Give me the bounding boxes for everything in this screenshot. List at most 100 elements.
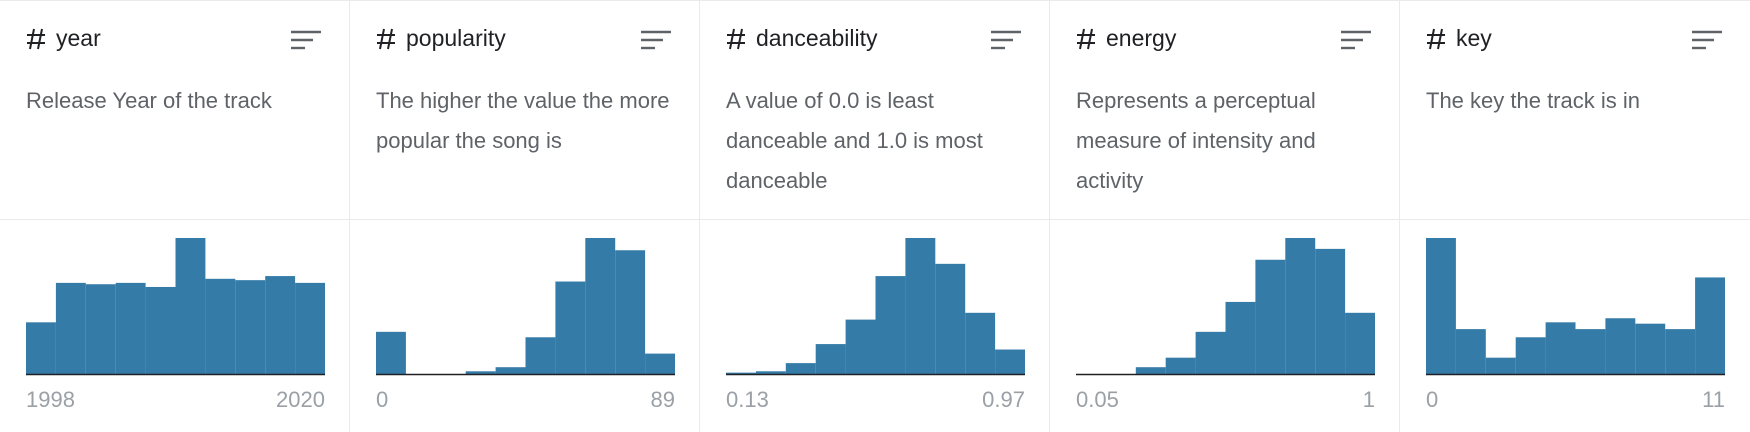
column-header: danceability A value of 0.0 is least danc… [700, 1, 1049, 220]
column-header: year Release Year of the track [0, 1, 349, 220]
column: key The key the track is in 0 11 [1400, 1, 1750, 432]
column-name: energy [1106, 25, 1177, 51]
column-header: key The key the track is in [1400, 1, 1750, 220]
histogram-bar [1545, 322, 1576, 374]
histogram-bar [235, 280, 266, 374]
numeric-type-icon [727, 28, 745, 50]
histogram-bar [555, 281, 586, 374]
min-label: 0 [376, 387, 388, 412]
histogram: 0 89 [376, 238, 675, 412]
icon-stroke [1437, 28, 1443, 50]
max-label: 2020 [276, 387, 325, 412]
histogram-bar [495, 367, 526, 374]
histogram-bar [115, 282, 146, 374]
histogram-bar [145, 286, 176, 374]
numeric-type-icon [1427, 28, 1445, 50]
histogram-bar [1515, 337, 1546, 374]
histogram-bar [965, 312, 996, 374]
column-header: energy Represents a perceptual measure of… [1050, 1, 1399, 220]
histogram-bar [1345, 312, 1375, 374]
histogram: 0 11 [1426, 238, 1725, 412]
histogram-bar [265, 276, 296, 374]
icon-stroke [387, 28, 393, 50]
histogram-bar [785, 363, 816, 374]
column-name: danceability [756, 25, 878, 51]
histogram-bar [1195, 331, 1226, 374]
icon-stroke [1087, 28, 1093, 50]
column: popularity The higher the value the more … [350, 1, 700, 432]
histogram-bar [525, 337, 556, 374]
min-label: 0 [1426, 387, 1438, 412]
histogram-bar [1695, 277, 1725, 374]
histogram-bar [1455, 329, 1486, 374]
histogram-bar [615, 250, 646, 374]
column-name: popularity [406, 25, 506, 51]
max-label: 11 [1702, 387, 1725, 412]
max-label: 89 [651, 387, 675, 412]
histogram-bar [295, 282, 325, 374]
histogram-bar [26, 322, 56, 374]
histogram-bar [815, 344, 846, 374]
column-header: popularity The higher the value the more … [350, 1, 699, 220]
histogram-bar [645, 353, 675, 374]
numeric-type-icon [27, 28, 45, 50]
column-name: key [1456, 25, 1492, 51]
max-label: 0.97 [982, 387, 1025, 412]
histogram-bar [995, 349, 1025, 374]
icon-stroke [379, 28, 385, 50]
icon-stroke [729, 28, 735, 50]
column: danceability A value of 0.0 is least danc… [700, 1, 1050, 432]
histogram-bar [726, 372, 756, 374]
histogram-bar [935, 263, 966, 374]
histogram-bar [205, 278, 236, 374]
histogram-bar [585, 238, 616, 374]
histogram-bar [376, 331, 406, 374]
column-description: Release Year of the track [26, 88, 272, 113]
histogram-bar [55, 282, 86, 374]
min-label: 1998 [26, 387, 75, 412]
sort-button[interactable] [641, 30, 671, 50]
histogram-bar [175, 238, 206, 374]
column-description: The key the track is in [1426, 88, 1640, 113]
icon-stroke [737, 28, 743, 50]
column-description: A value of 0.0 is least danceable and 1.… [726, 88, 983, 193]
histogram-bar [1135, 367, 1166, 374]
histogram-bar [1485, 357, 1516, 374]
column-description: The higher the value the more popular th… [376, 88, 670, 153]
column: year Release Year of the track 1998 2020 [0, 1, 350, 432]
histogram-bar [1665, 329, 1696, 374]
histogram-bar [1315, 248, 1346, 374]
icon-stroke [1079, 28, 1085, 50]
histogram-bar [1255, 259, 1286, 374]
histogram-bar [1426, 238, 1456, 374]
sort-button[interactable] [1692, 30, 1722, 50]
histogram-bar [1285, 238, 1316, 374]
sort-button[interactable] [291, 30, 321, 50]
histogram-bar [755, 371, 786, 374]
histogram-bar [1165, 357, 1196, 374]
histogram-bar [85, 284, 116, 374]
histogram-bar [1575, 329, 1606, 374]
icon-stroke [1429, 28, 1435, 50]
numeric-type-icon [1077, 28, 1095, 50]
histogram: 0.05 1 [1076, 238, 1375, 412]
min-label: 0.05 [1076, 387, 1119, 412]
histogram: 0.13 0.97 [726, 238, 1025, 412]
column-name: year [56, 25, 101, 51]
histogram-bar [465, 371, 496, 374]
icon-stroke [29, 28, 35, 50]
column-description: Represents a perceptual measure of inten… [1076, 88, 1316, 193]
histogram: 1998 2020 [26, 238, 325, 412]
histogram-bar [1635, 323, 1666, 374]
sort-button[interactable] [991, 30, 1021, 50]
min-label: 0.13 [726, 387, 769, 412]
histogram-bar [1225, 301, 1256, 374]
sort-button[interactable] [1341, 30, 1371, 50]
histogram-bar [1605, 318, 1636, 374]
max-label: 1 [1363, 387, 1375, 412]
histogram-bar [875, 276, 906, 374]
icon-stroke [37, 28, 43, 50]
histogram-bar [845, 319, 876, 374]
histogram-bar [905, 238, 936, 374]
